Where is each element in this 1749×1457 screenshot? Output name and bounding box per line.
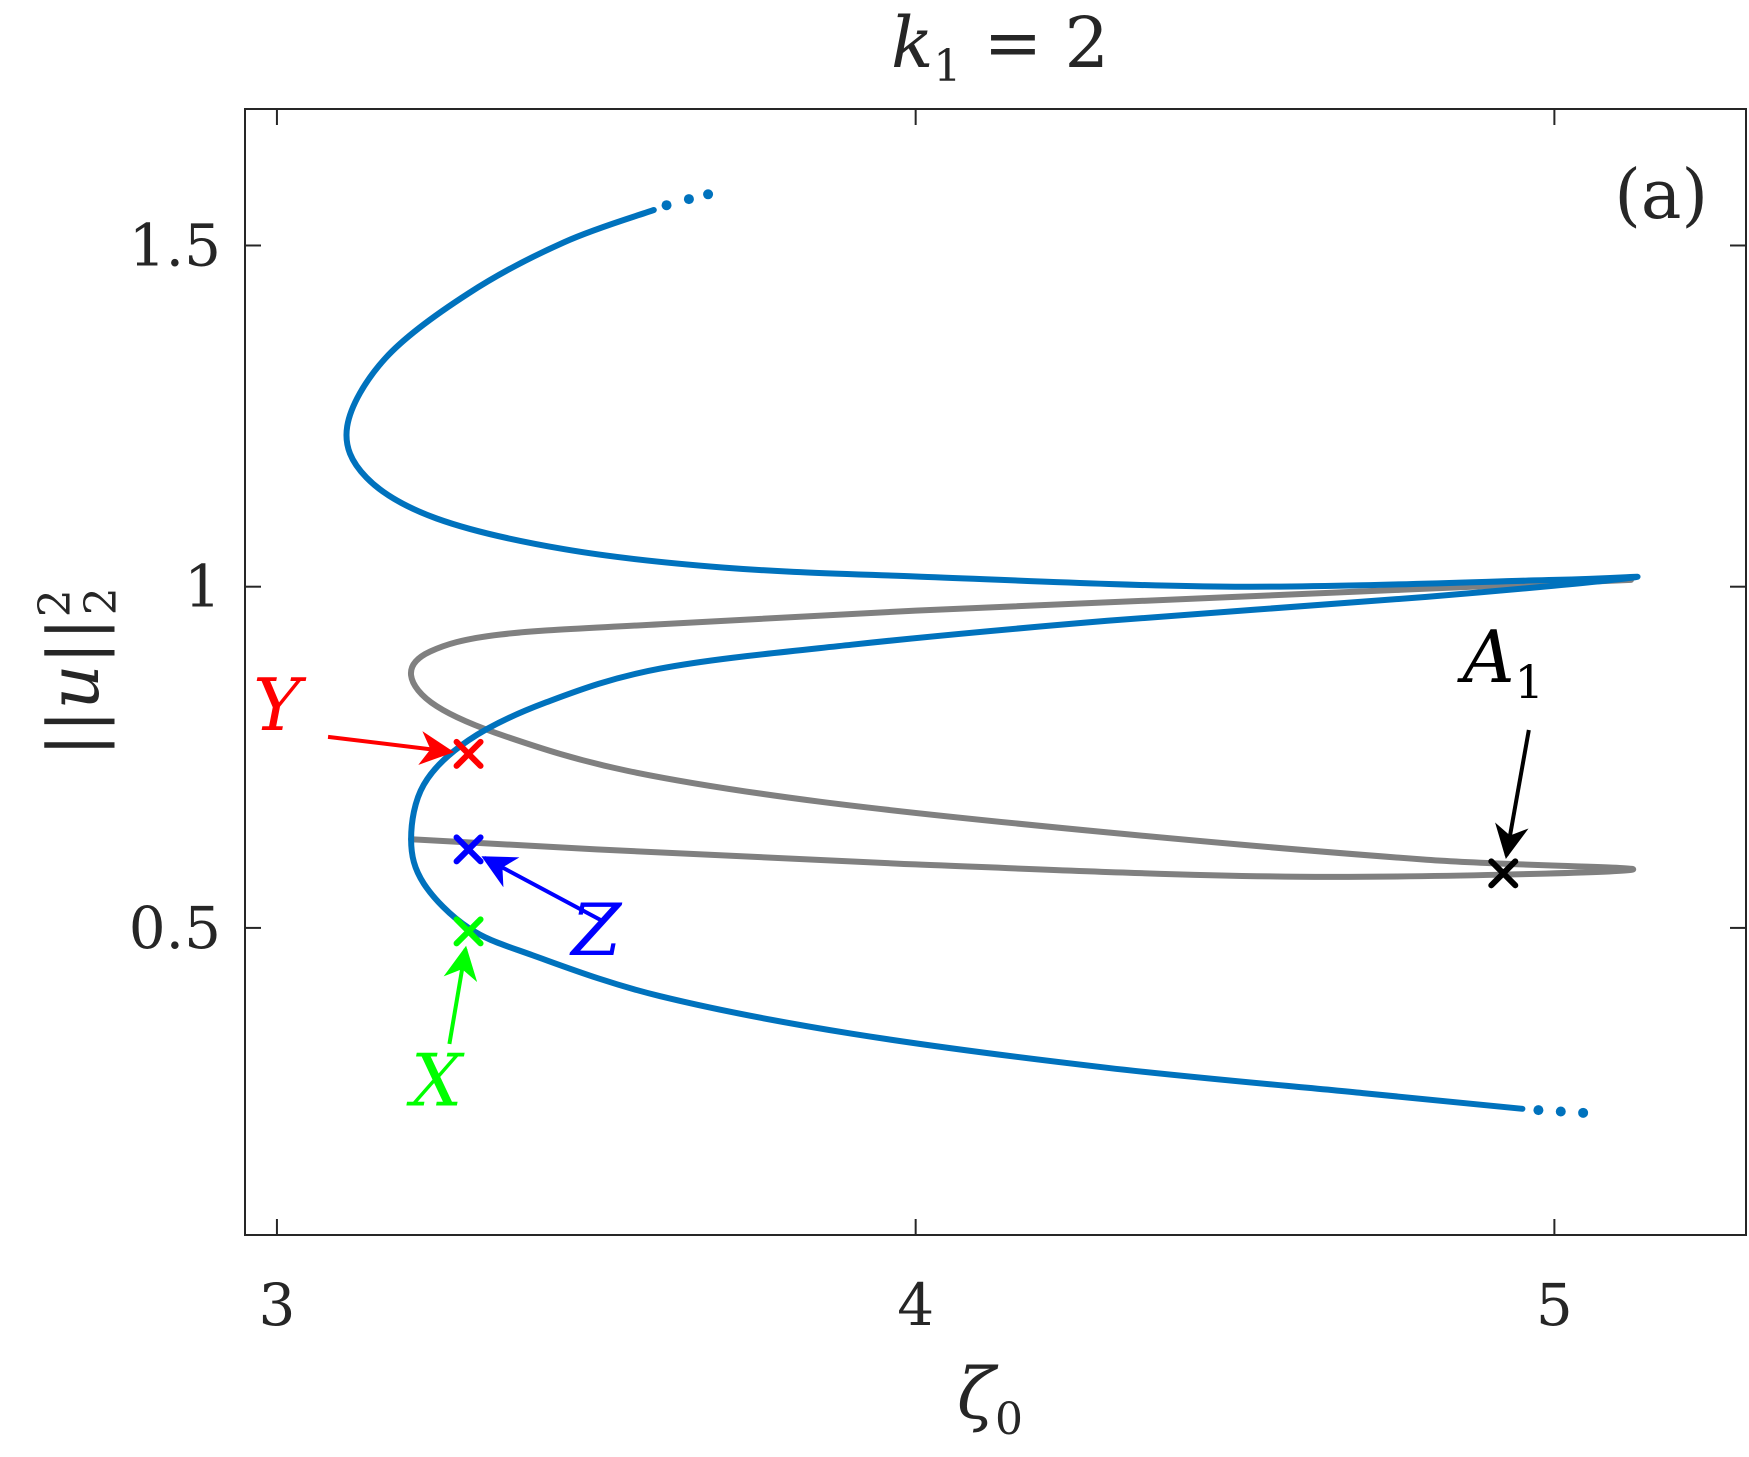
y-ticks: 0.5 1 1.5 [129,211,1746,962]
title-main: k [891,2,933,84]
plot-frame [244,108,1747,1236]
title-rest: = 2 [961,2,1109,84]
series-0-dots-top-0 [661,200,672,211]
marker-2-cross [453,916,484,947]
curves [343,189,1641,1118]
marker-1-cross [453,834,484,865]
chart-title: k1 = 2 [891,2,1109,92]
x-axis-label-main: ζ [957,1353,999,1435]
series-line-1 [407,576,1637,880]
y-axis-label-main: ||u|| [33,617,115,756]
x-tick-label-2: 5 [1536,1271,1573,1339]
y-axis-label: ||u||22 [30,587,127,756]
series-0-dots-top-2 [703,189,714,200]
marker-1-arrow [481,856,604,923]
y-tick-label-2: 1.5 [129,211,221,279]
x-ticks: 3 4 5 [258,109,1573,1339]
y-axis-label-sub: 2 [76,587,127,615]
annotations: Y Z X A1 [253,615,1544,1122]
panel-label: (a) [1614,156,1708,235]
marker-1-label: Z [569,888,623,972]
series-line-0 [343,207,1641,1112]
marker-3-arrow [1495,729,1531,859]
y-tick-label-0: 0.5 [129,894,221,962]
series-0-dots-bottom-0 [1533,1105,1544,1116]
x-tick-label-1: 4 [897,1271,934,1339]
x-axis-label-sub: 0 [995,1394,1023,1445]
series-0-dots-top-1 [683,194,694,205]
series-0-dots-bottom-1 [1555,1106,1566,1117]
marker-3-label: A1 [1457,615,1544,709]
marker-3-cross [1488,858,1519,889]
y-tick-label-1: 1 [184,553,221,621]
marker-2-label: X [406,1038,465,1122]
marker-0-cross [453,738,484,769]
series-0-dots-bottom-2 [1578,1107,1589,1118]
title-sub: 1 [933,41,961,92]
marker-0-arrow [327,731,455,765]
marker-2-arrow [443,945,478,1045]
x-axis-label: ζ0 [957,1353,1023,1445]
y-axis-label-sup: 2 [30,589,81,617]
x-tick-label-0: 3 [258,1271,295,1339]
marker-0-label: Y [253,663,307,747]
